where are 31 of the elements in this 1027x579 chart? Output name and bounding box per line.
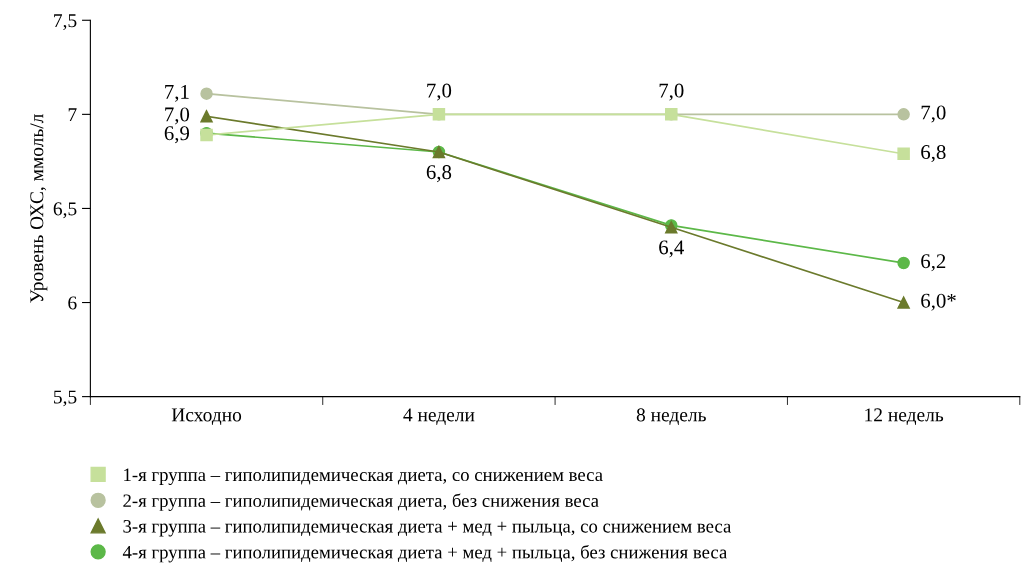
legend-label: 4-я группа – гиполипидемическая диета + мед + пыльца, без снижения веса	[122, 544, 728, 563]
point	[897, 147, 910, 161]
annotation: 7,0	[659, 83, 684, 101]
annotation: 6,8	[426, 165, 452, 183]
legend-label: 3-я группа – гиполипидемическая диета + мед + пыльца, со снижением веса	[123, 520, 732, 537]
x-tick-label: Исходно	[171, 408, 242, 425]
annotation: 6,4	[659, 240, 684, 258]
legend-label: 1-я группа – гиполипидемическая диета, со снижением веса	[124, 468, 603, 485]
annotation: 6,9	[164, 126, 190, 144]
annotation: 7,0	[921, 105, 946, 123]
y-tick-label: 6	[68, 296, 77, 310]
point	[897, 296, 910, 309]
y-tick-label: 7	[68, 108, 77, 122]
y-tick-label: 6,5	[53, 202, 77, 219]
annotation: 7,0	[165, 107, 190, 125]
y-tick-label: 5,5	[54, 390, 77, 407]
point	[200, 109, 213, 123]
annotation: 7,1	[165, 84, 189, 102]
annotation: 6,0*	[921, 293, 956, 311]
annotation: 6,2	[921, 254, 946, 272]
y-tick-label: 7,5	[54, 14, 77, 30]
point	[897, 108, 910, 121]
x-tick-label: 4 недели	[403, 408, 475, 425]
x-tick-label: 8 недель	[636, 408, 706, 425]
legend-label: 2-я группа – гиполипидемическая диета, без снижения веса	[123, 493, 599, 511]
y-axis-title: Уровень ОХС, ммоль/л	[30, 114, 48, 303]
annotation: 6,8	[921, 145, 946, 163]
point	[897, 256, 910, 270]
annotation: 7,0	[427, 83, 452, 101]
point	[200, 87, 213, 100]
x-tick-label: 12 недель	[865, 408, 944, 425]
